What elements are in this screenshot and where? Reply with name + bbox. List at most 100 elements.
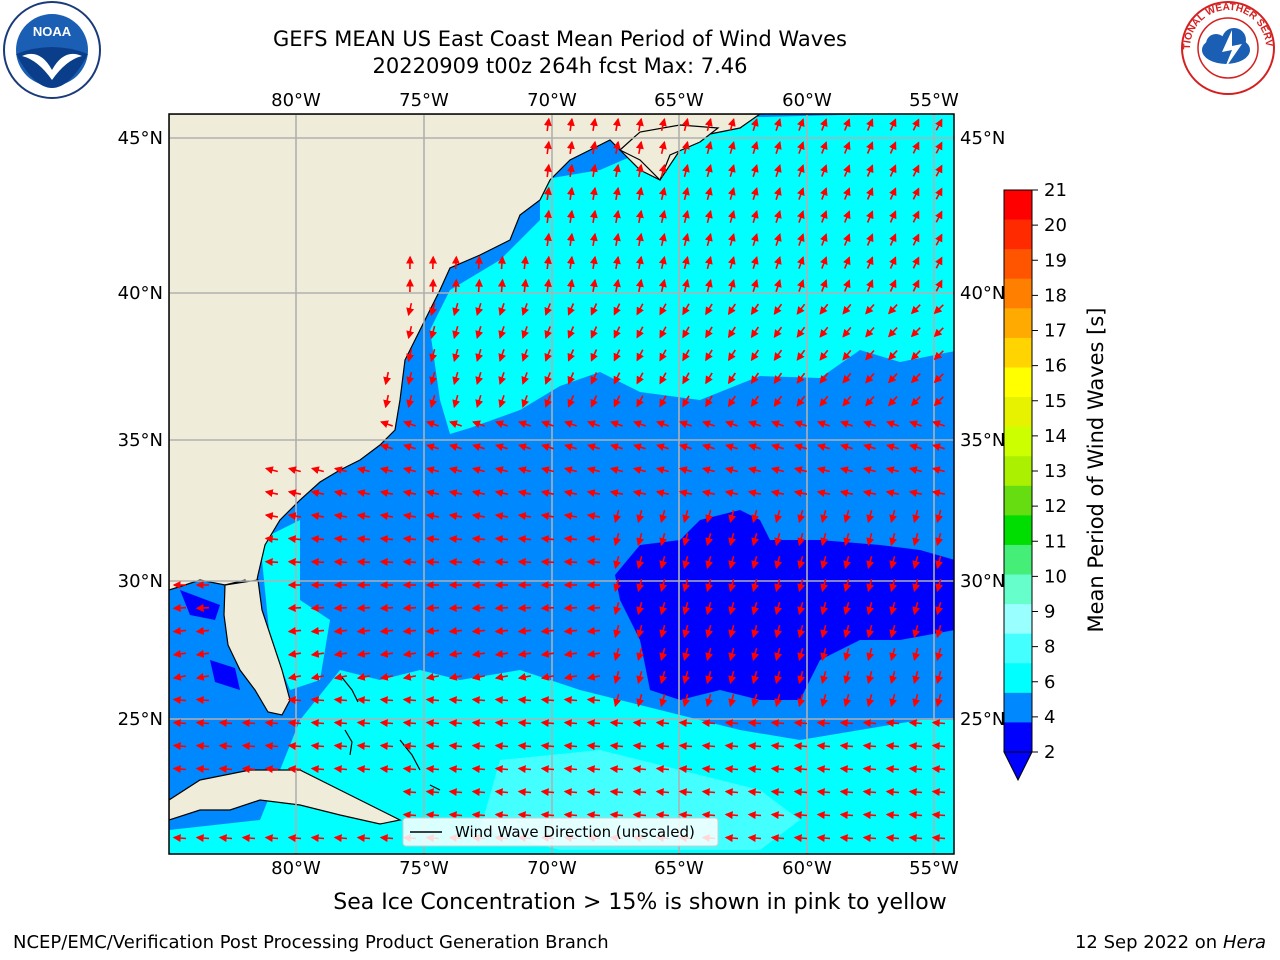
- colorbar-segment: [1004, 278, 1032, 309]
- map-frame: [168, 113, 955, 855]
- wave-direction-arrow: [540, 719, 555, 728]
- wave-direction-arrow: [889, 647, 898, 662]
- wave-direction-arrow: [659, 601, 668, 616]
- wave-direction-arrow: [635, 186, 644, 201]
- wave-direction-arrow: [659, 395, 667, 408]
- wave-direction-arrow: [681, 255, 690, 270]
- colorbar-segment: [1004, 485, 1032, 516]
- wave-direction-arrow: [682, 578, 691, 593]
- wave-direction-arrow: [655, 811, 670, 820]
- wave-direction-arrow: [540, 558, 555, 567]
- wave-direction-arrow: [816, 788, 831, 797]
- wave-direction-arrow: [544, 372, 552, 385]
- wave-direction-arrow: [797, 118, 805, 131]
- wave-direction-arrow: [612, 232, 621, 247]
- wave-direction-arrow: [635, 140, 644, 155]
- wave-direction-arrow: [843, 532, 852, 547]
- wave-direction-arrow: [567, 349, 575, 362]
- wave-direction-arrow: [402, 696, 417, 705]
- wave-direction-arrow: [750, 256, 759, 269]
- wave-direction-arrow: [681, 140, 690, 155]
- wave-direction-arrow: [429, 325, 438, 340]
- colorbar-segment: [1004, 574, 1032, 605]
- wave-direction-arrow: [750, 349, 760, 362]
- wave-direction-arrow: [448, 603, 463, 612]
- wave-direction-arrow: [590, 303, 598, 316]
- wave-direction-arrow: [402, 672, 417, 681]
- wave-direction-arrow: [727, 372, 736, 385]
- wave-direction-arrow: [563, 811, 578, 820]
- wave-direction-arrow: [333, 466, 348, 475]
- wave-direction-arrow: [931, 742, 946, 751]
- wave-direction-arrow: [935, 141, 943, 154]
- wave-direction-arrow: [820, 118, 828, 131]
- wave-direction-arrow: [750, 372, 760, 385]
- wave-direction-arrow: [682, 395, 690, 408]
- wave-direction-arrow: [172, 649, 187, 658]
- wave-direction-arrow: [839, 742, 854, 751]
- wave-direction-arrow: [474, 278, 483, 293]
- colorbar-tick-label: 2: [1044, 742, 1055, 763]
- wave-direction-arrow: [636, 303, 644, 316]
- wave-direction-arrow: [885, 489, 900, 498]
- wave-direction-arrow: [589, 186, 598, 201]
- wave-direction-arrow: [704, 163, 713, 178]
- wave-direction-arrow: [586, 649, 601, 658]
- colorbar-segment: [1004, 515, 1032, 546]
- wave-direction-arrow: [843, 647, 852, 662]
- wave-direction-arrow: [705, 601, 714, 616]
- wave-direction-arrow: [678, 765, 693, 774]
- wave-direction-arrow: [613, 555, 622, 570]
- wave-direction-arrow: [866, 509, 875, 524]
- wave-direction-arrow: [563, 672, 578, 681]
- wave-direction-arrow: [773, 187, 782, 200]
- wave-direction-arrow: [704, 232, 713, 247]
- wave-direction-arrow: [770, 742, 785, 751]
- wave-direction-arrow: [333, 489, 348, 498]
- wave-direction-arrow: [724, 811, 739, 820]
- wave-direction-arrow: [636, 693, 645, 708]
- wave-direction-arrow: [701, 788, 716, 797]
- wave-direction-arrow: [797, 601, 806, 616]
- wave-direction-arrow: [452, 302, 461, 317]
- colorbar-tick-label: 10: [1044, 566, 1067, 587]
- wave-direction-arrow: [797, 578, 806, 593]
- wave-direction-arrow: [935, 624, 944, 639]
- wave-direction-arrow: [816, 719, 831, 728]
- wave-direction-arrow: [842, 349, 852, 361]
- wave-direction-arrow: [471, 696, 486, 705]
- wave-direction-arrow: [796, 395, 806, 407]
- wave-direction-arrow: [563, 649, 578, 658]
- wave-direction-arrow: [563, 466, 578, 475]
- wave-direction-arrow: [406, 303, 415, 317]
- wave-direction-arrow: [727, 256, 736, 269]
- wave-direction-arrow: [543, 186, 552, 201]
- wave-direction-arrow: [218, 719, 233, 728]
- wave-direction-arrow: [475, 372, 484, 385]
- wave-direction-arrow: [794, 420, 807, 428]
- wave-direction-arrow: [425, 649, 440, 658]
- wave-direction-arrow: [636, 555, 645, 570]
- wave-direction-arrow: [636, 624, 645, 639]
- wave-direction-arrow: [287, 649, 302, 658]
- wave-direction-arrow: [910, 373, 921, 384]
- wave-direction-arrow: [517, 672, 532, 681]
- wave-direction-arrow: [678, 489, 693, 498]
- wave-direction-arrow: [264, 765, 279, 774]
- colorbar-segment: [1004, 426, 1032, 457]
- wave-direction-arrow: [333, 742, 348, 751]
- wave-direction-arrow: [770, 765, 785, 774]
- wave-direction-arrow: [659, 693, 668, 708]
- wave-direction-arrow: [264, 719, 279, 728]
- wave-direction-arrow: [751, 509, 760, 524]
- wave-direction-arrow: [866, 164, 874, 177]
- wave-direction-arrow: [794, 443, 807, 452]
- wave-direction-arrow: [333, 535, 348, 544]
- wave-direction-arrow: [287, 558, 302, 567]
- wave-direction-arrow: [494, 603, 509, 612]
- wave-direction-arrow: [843, 233, 851, 246]
- wave-direction-arrow: [563, 603, 578, 612]
- wave-direction-arrow: [748, 443, 761, 452]
- wave-direction-arrow: [379, 672, 394, 681]
- wave-direction-arrow: [885, 719, 900, 728]
